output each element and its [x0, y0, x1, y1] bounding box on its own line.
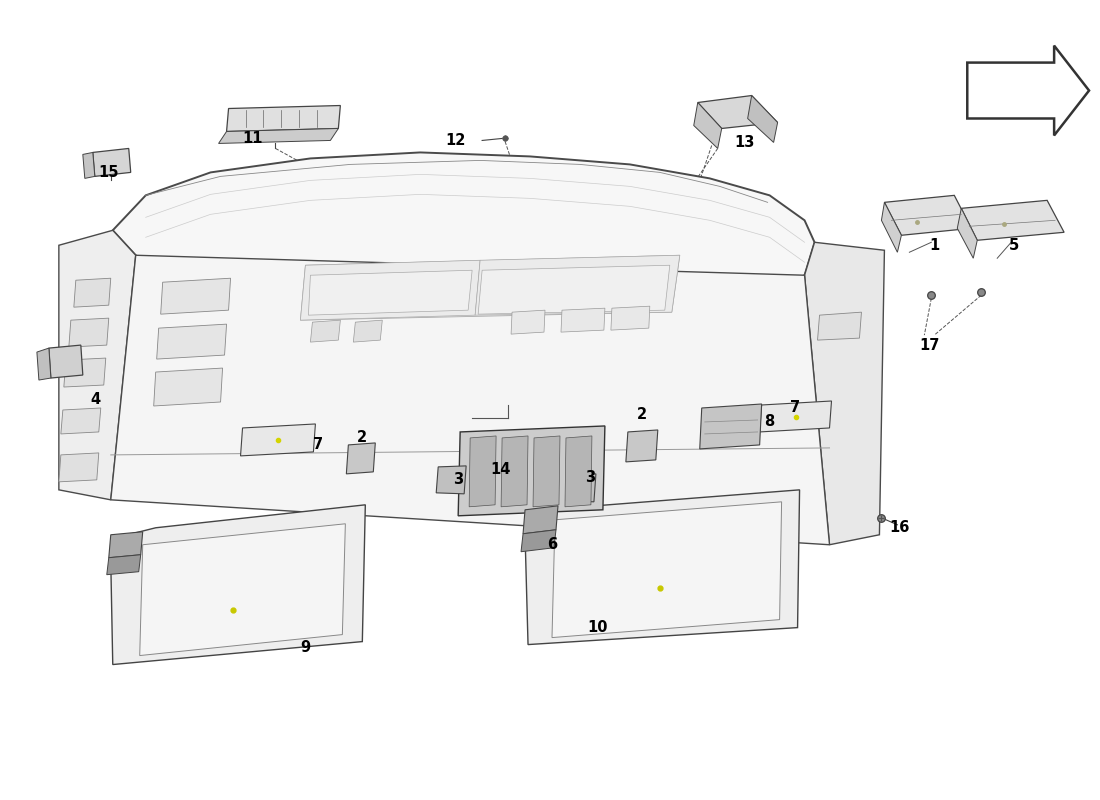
Polygon shape [817, 312, 861, 340]
Text: 7: 7 [314, 438, 323, 453]
Text: 8: 8 [764, 414, 774, 430]
Polygon shape [760, 401, 832, 432]
Text: 7: 7 [790, 401, 800, 415]
Polygon shape [161, 278, 231, 314]
Polygon shape [59, 230, 135, 500]
Polygon shape [534, 436, 560, 507]
Polygon shape [552, 502, 782, 638]
Text: 5: 5 [1009, 238, 1020, 253]
Polygon shape [459, 426, 605, 516]
Text: 2: 2 [358, 430, 367, 446]
Polygon shape [219, 129, 339, 143]
Polygon shape [156, 324, 227, 359]
Polygon shape [469, 436, 496, 507]
Polygon shape [111, 505, 365, 665]
Polygon shape [565, 436, 592, 507]
Polygon shape [37, 348, 51, 380]
Text: 11: 11 [242, 131, 263, 146]
Polygon shape [227, 106, 340, 131]
Text: 13: 13 [735, 135, 755, 150]
Polygon shape [300, 255, 680, 320]
Polygon shape [697, 95, 778, 129]
Text: 14: 14 [490, 462, 510, 478]
Polygon shape [60, 408, 101, 434]
Polygon shape [59, 453, 99, 482]
Polygon shape [804, 242, 884, 545]
Text: 2: 2 [637, 407, 647, 422]
Polygon shape [308, 270, 472, 315]
Polygon shape [566, 474, 596, 502]
Polygon shape [241, 424, 316, 456]
Polygon shape [525, 490, 800, 645]
Polygon shape [154, 368, 222, 406]
Polygon shape [961, 200, 1064, 240]
Polygon shape [310, 320, 340, 342]
Polygon shape [113, 153, 814, 318]
Polygon shape [522, 506, 558, 534]
Polygon shape [561, 308, 605, 332]
Polygon shape [521, 530, 556, 552]
Text: 1: 1 [930, 238, 939, 253]
Polygon shape [478, 266, 670, 314]
Polygon shape [437, 466, 466, 494]
Text: 16: 16 [889, 520, 910, 535]
Polygon shape [475, 255, 680, 315]
Polygon shape [111, 255, 829, 545]
Text: 17: 17 [920, 338, 939, 353]
Polygon shape [884, 195, 971, 235]
Polygon shape [48, 345, 82, 378]
Polygon shape [694, 102, 722, 149]
Polygon shape [69, 318, 109, 347]
Polygon shape [64, 358, 106, 387]
Polygon shape [610, 306, 650, 330]
Polygon shape [748, 95, 778, 142]
Text: 9: 9 [300, 640, 310, 655]
Polygon shape [353, 320, 383, 342]
Polygon shape [82, 153, 95, 178]
Polygon shape [140, 524, 345, 655]
Text: 12: 12 [446, 133, 465, 148]
Polygon shape [700, 404, 761, 449]
Text: 4: 4 [90, 393, 101, 407]
Polygon shape [109, 532, 143, 558]
Polygon shape [92, 149, 131, 176]
Polygon shape [107, 554, 141, 574]
Text: 15: 15 [99, 165, 119, 180]
Text: 6: 6 [547, 538, 557, 552]
Text: 10: 10 [587, 620, 608, 635]
Polygon shape [74, 278, 111, 307]
Polygon shape [346, 443, 375, 474]
Polygon shape [957, 208, 977, 258]
Polygon shape [881, 202, 901, 252]
Text: 3: 3 [585, 470, 595, 486]
Polygon shape [626, 430, 658, 462]
Polygon shape [512, 310, 544, 334]
Polygon shape [300, 260, 480, 320]
Polygon shape [502, 436, 528, 507]
Text: 3: 3 [453, 472, 463, 487]
